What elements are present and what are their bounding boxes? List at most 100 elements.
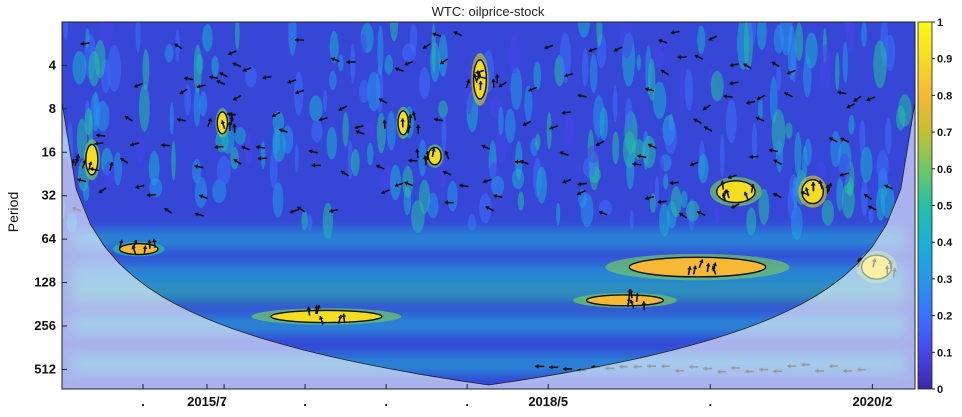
texture-blob: [564, 114, 574, 146]
phase-arrow-head: [626, 297, 632, 302]
phase-arrow-head: [161, 142, 165, 148]
phase-arrow: [400, 118, 406, 128]
texture-blob: [216, 155, 231, 186]
texture-blob: [859, 119, 866, 155]
phase-arrow: [626, 297, 632, 307]
phase-arrow: [330, 57, 340, 63]
phase-arrow-head: [440, 60, 445, 65]
phase-arrow-head: [562, 179, 567, 184]
phase-arrow: [214, 144, 224, 150]
phase-arrow: [442, 170, 452, 176]
significant-region: [628, 256, 767, 278]
phase-arrow: [219, 71, 228, 78]
phase-arrow: [720, 180, 726, 190]
phase-arrow-head: [226, 111, 231, 117]
phase-arrow-head: [94, 141, 98, 146]
significant-regions: [83, 53, 897, 325]
significant-region: [118, 242, 159, 256]
x-tick-label: .: [708, 394, 712, 409]
texture-blob: [309, 95, 323, 122]
phase-arrow-head: [130, 142, 135, 147]
phase-arrow: [338, 105, 348, 111]
phase-arrow-head: [164, 208, 169, 213]
phase-arrow-head: [712, 262, 717, 267]
texture-blob: [626, 151, 635, 190]
texture-blob: [524, 85, 533, 122]
cone-of-influence-boundary: [62, 102, 915, 386]
y-tick-label: 16: [42, 144, 56, 159]
phase-arrow: [308, 149, 318, 154]
phase-arrow: [408, 158, 418, 163]
phase-arrow-head: [74, 157, 80, 162]
texture-blob: [135, 136, 145, 164]
texture-blob: [535, 133, 541, 151]
phase-arrow-head: [825, 184, 830, 189]
texture-blob: [288, 22, 297, 57]
phase-arrow: [743, 63, 752, 70]
texture-blob: [438, 34, 448, 77]
phase-arrow: [295, 37, 305, 43]
phase-arrow: [161, 142, 171, 148]
phase-arrow: [89, 166, 99, 172]
texture-blob: [885, 117, 892, 155]
texture-blob: [756, 22, 767, 51]
texture-blob: [148, 151, 160, 186]
phase-arrow-head: [289, 209, 294, 214]
phase-arrow-head: [176, 117, 181, 123]
phase-arrow-head: [233, 159, 238, 164]
phase-arrow: [453, 30, 463, 37]
texture-blob: [441, 115, 447, 152]
phase-arrow-head: [473, 74, 478, 78]
phase-arrow: [773, 159, 783, 166]
texture-blob: [720, 134, 725, 177]
texture-blob: [294, 143, 299, 173]
phase-arrow-head: [498, 83, 503, 88]
phase-arrow: [768, 148, 779, 153]
texture-blob: [776, 63, 782, 92]
phase-arrow: [564, 72, 574, 78]
texture-blob: [746, 207, 757, 236]
phase-arrow: [750, 183, 755, 194]
texture-blob: [649, 193, 657, 214]
phase-arrow-head: [771, 61, 776, 66]
texture-blob: [390, 164, 402, 201]
phase-arrow-head: [522, 122, 527, 127]
texture-blob: [589, 53, 598, 94]
phase-arrow: [725, 189, 730, 199]
phase-arrow-head: [287, 79, 292, 84]
texture-blob: [663, 173, 669, 190]
phase-arrow-head: [658, 38, 663, 44]
phase-arrow-head: [769, 148, 773, 153]
phase-arrow: [318, 116, 328, 122]
texture-blob: [169, 102, 174, 135]
phase-arrow-head: [209, 74, 213, 80]
texture-blob: [509, 33, 521, 74]
phase-arrow-head: [194, 164, 199, 169]
colorbar-tick-label: 0.9: [937, 54, 952, 66]
phase-arrow-head: [381, 189, 386, 195]
phase-arrow: [378, 98, 388, 104]
phase-arrow-head: [425, 151, 430, 155]
phase-arrow: [242, 66, 252, 72]
texture-blob: [619, 22, 634, 59]
phase-arrow-head: [804, 187, 810, 192]
phase-arrow-head: [628, 289, 634, 293]
texture-blob: [347, 139, 353, 180]
phase-arrow: [687, 266, 692, 276]
phase-arrow-head: [118, 239, 124, 244]
phase-arrow: [658, 38, 668, 44]
phase-arrow: [828, 137, 838, 143]
texture-blob: [536, 166, 547, 204]
texture-blob: [868, 206, 874, 224]
texture-blob: [360, 33, 367, 57]
texture-blob: [624, 97, 633, 131]
significant-region: [270, 309, 383, 324]
texture-blob: [107, 44, 122, 92]
phase-arrow-head: [577, 191, 582, 196]
phase-arrow-head: [142, 245, 148, 250]
texture-blob: [860, 146, 873, 183]
y-tick-label: 8: [49, 101, 56, 116]
phase-arrow: [394, 66, 404, 72]
phase-arrow-head: [378, 98, 383, 103]
texture-blob: [311, 120, 323, 143]
